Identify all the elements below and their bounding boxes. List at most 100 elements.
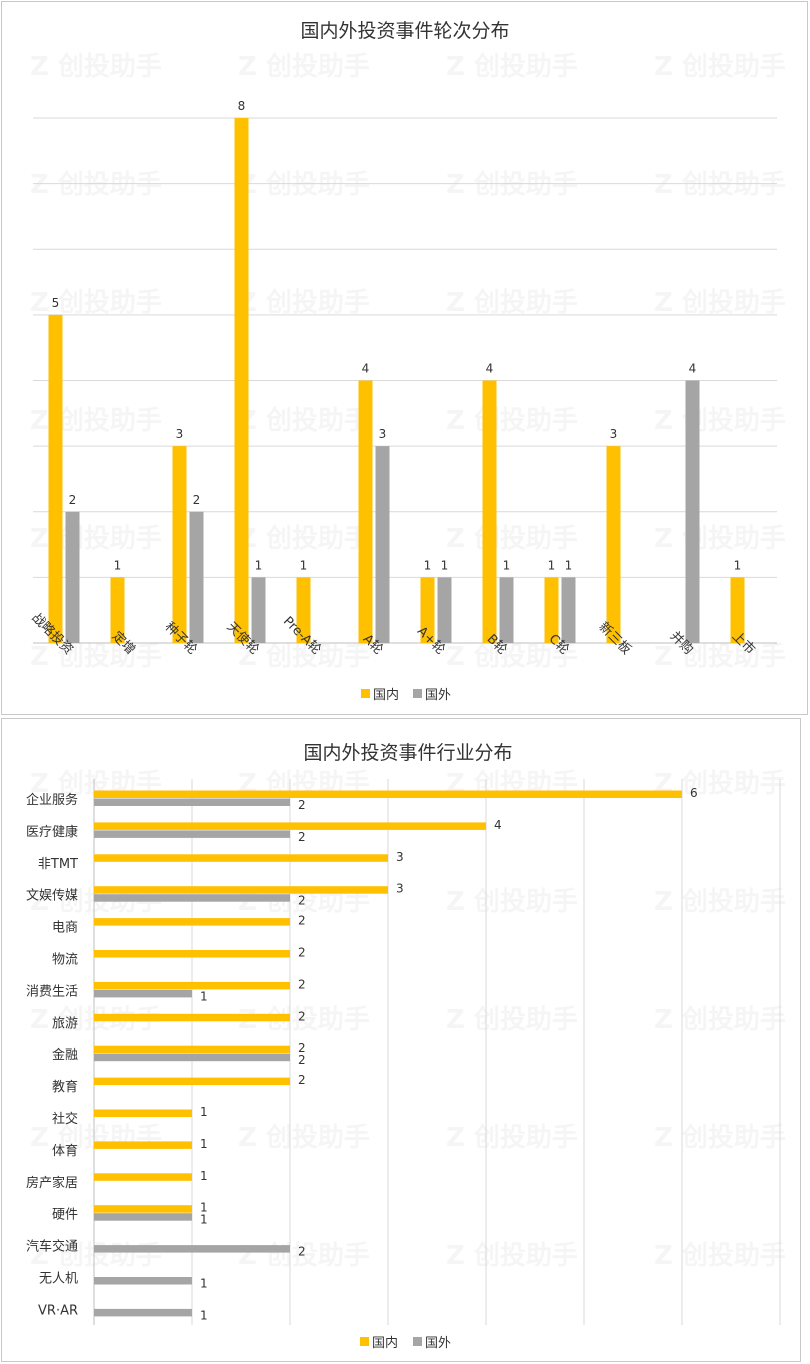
- legend-swatch-foreign: [413, 1337, 422, 1346]
- data-label: 1: [114, 558, 122, 572]
- bar-foreign: [437, 577, 452, 643]
- bar-domestic: [94, 981, 290, 990]
- bar-domestic: [234, 118, 249, 643]
- bar-domestic: [94, 1173, 192, 1181]
- gridlines: [33, 117, 777, 644]
- data-label: 2: [298, 1041, 306, 1055]
- legend-swatch-domestic: [361, 689, 370, 698]
- bar-foreign: [94, 1277, 192, 1285]
- watermark-mark: Z 创投助手: [238, 406, 370, 436]
- data-label: 2: [298, 1009, 306, 1023]
- watermark-mark: Z 创投助手: [654, 170, 786, 200]
- data-label: 3: [396, 882, 404, 896]
- category-label: 体育: [52, 1143, 78, 1159]
- bar-domestic: [358, 380, 373, 643]
- watermark-mark: Z 创投助手: [446, 406, 578, 436]
- bar-foreign: [94, 798, 290, 806]
- watermark-mark: Z 创投助手: [30, 642, 162, 672]
- data-label: 2: [298, 830, 306, 844]
- bar-domestic: [94, 950, 290, 958]
- legend-swatch-domestic: [360, 1337, 369, 1346]
- watermark-mark: Z 创投助手: [30, 52, 162, 82]
- data-label: 1: [734, 558, 742, 572]
- bar-domestic: [48, 314, 63, 643]
- category-label: 非TMT: [38, 857, 78, 872]
- data-label: 6: [690, 786, 698, 800]
- watermark-mark: Z 创投助手: [654, 642, 786, 672]
- data-label: 1: [255, 558, 263, 572]
- bar-domestic: [296, 577, 311, 643]
- bar-foreign: [94, 894, 290, 902]
- bar-domestic: [94, 1013, 290, 1022]
- watermark-mark: Z 创投助手: [238, 1123, 370, 1153]
- data-label: 2: [69, 493, 77, 507]
- data-label: 1: [200, 1308, 208, 1322]
- legend: 国内 国外: [361, 687, 451, 703]
- data-label: 1: [300, 558, 308, 572]
- category-label: 房产家居: [26, 1175, 78, 1191]
- bar-domestic: [94, 1141, 192, 1149]
- data-label: 2: [298, 946, 306, 960]
- bar-domestic: [420, 577, 435, 643]
- bar-foreign: [189, 511, 204, 643]
- data-label: 2: [298, 914, 306, 928]
- bar-foreign: [94, 1245, 290, 1253]
- data-label: 1: [200, 1169, 208, 1183]
- bar-domestic: [94, 1045, 290, 1054]
- data-label: 4: [494, 818, 502, 832]
- watermark-mark: Z 创投助手: [238, 524, 370, 554]
- data-label: 3: [396, 850, 404, 864]
- legend-label-foreign: 国外: [425, 688, 451, 703]
- data-label: 3: [379, 427, 387, 441]
- bar-domestic: [94, 1077, 290, 1086]
- bar-domestic: [94, 854, 388, 862]
- round-distribution-chart: Z 创投助手 Z 创投助手 Z 创投助手 Z 创投助手 Z 创投助手 Z 创投助手 Z 创投…: [1, 1, 808, 715]
- data-label: 1: [200, 1277, 208, 1291]
- bar-domestic: [94, 918, 290, 926]
- data-label: 3: [176, 427, 184, 441]
- category-label: 电商: [52, 921, 78, 936]
- bar-domestic: [110, 577, 125, 643]
- industry-distribution-chart: Z 创投助手 Z 创投助手 Z 创投助手 Z 创投助手 Z 创投助手 Z 创投助手 Z 创投…: [1, 718, 801, 1362]
- bar-domestic: [544, 577, 559, 643]
- watermark-mark: Z 创投助手: [446, 288, 578, 318]
- watermark-mark: Z 创投助手: [30, 170, 162, 200]
- bar-domestic: [172, 446, 187, 643]
- data-label: 2: [298, 1053, 306, 1067]
- watermark-mark: Z 创投助手: [446, 1005, 578, 1035]
- bar-domestic: [482, 380, 497, 643]
- bar-domestic: [94, 822, 486, 830]
- watermark-mark: Z 创投助手: [446, 1241, 578, 1271]
- data-label: 1: [200, 1105, 208, 1119]
- bar-domestic: [606, 446, 621, 643]
- data-label: 2: [193, 493, 201, 507]
- category-label: 汽车交通: [26, 1239, 78, 1255]
- bar-foreign: [94, 1213, 192, 1221]
- bar-foreign: [561, 577, 576, 643]
- bar-foreign: [65, 511, 80, 643]
- bar-domestic: [94, 790, 682, 798]
- category-label: 硬件: [52, 1208, 78, 1223]
- bar-foreign: [94, 1308, 192, 1317]
- data-label: 4: [362, 362, 370, 376]
- watermark-mark: Z 创投助手: [446, 1123, 578, 1153]
- legend-label-domestic: 国内: [373, 687, 399, 703]
- legend-swatch-foreign: [413, 689, 422, 698]
- legend: 国内 国外: [360, 1335, 451, 1351]
- data-label: 8: [238, 99, 246, 113]
- data-label: 5: [52, 296, 60, 310]
- category-label: 物流: [52, 953, 78, 968]
- legend-label-foreign: 国外: [425, 1336, 451, 1351]
- data-label: 2: [298, 1073, 306, 1087]
- data-label: 1: [200, 1137, 208, 1151]
- bar-domestic: [730, 577, 745, 643]
- bar-foreign: [94, 830, 290, 838]
- watermark-mark: Z 创投助手: [446, 524, 578, 554]
- watermark-mark: Z 创投助手: [654, 887, 786, 917]
- watermark-mark: Z 创投助手: [654, 524, 786, 554]
- watermark-mark: Z 创投助手: [446, 52, 578, 82]
- data-label: 2: [298, 798, 306, 812]
- data-label: 2: [298, 1245, 306, 1259]
